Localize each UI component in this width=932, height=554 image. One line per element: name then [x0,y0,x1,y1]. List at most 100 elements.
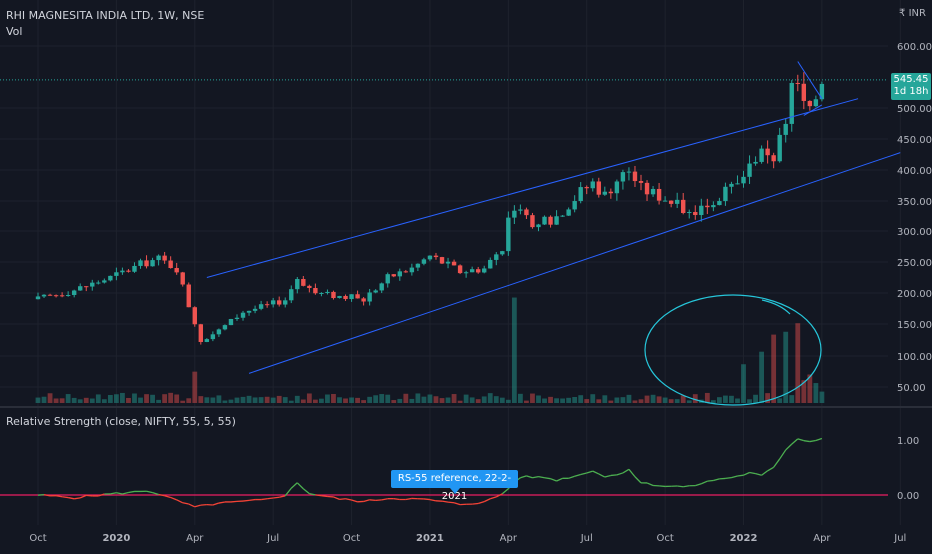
candle-body [108,276,112,281]
volume-bar [60,398,65,403]
candle-body [669,201,673,204]
volume-bar [614,398,619,403]
x-tick-label: 2022 [730,533,758,544]
volume-bar [687,400,692,403]
volume-bar [669,399,674,403]
x-tick-label: Oct [343,533,360,544]
candle-body [36,296,40,299]
volume-bar [186,398,191,403]
rs-y-tick-label: 1.00 [897,436,919,447]
x-tick-label: Apr [186,533,204,544]
candle-body [398,271,402,276]
candle-body [72,291,76,295]
volume-bar [156,400,161,403]
volume-bar [621,397,626,403]
candle-body [566,209,570,215]
candle-body [470,269,474,272]
rs-line-segment [231,501,237,502]
volume-bar [337,397,342,403]
candle-body [247,311,251,313]
volume-bar [512,298,517,403]
volume-bar [132,393,137,403]
candle-body [199,324,203,342]
candle-body [78,286,82,290]
candle-body [765,149,769,156]
x-tick-label: Apr [813,533,831,544]
volume-bar [78,399,83,403]
volume-bar [138,398,143,403]
volume-bar [590,394,595,403]
x-tick-label: Jul [580,533,593,544]
volume-bar [602,395,607,403]
currency-text: INR [909,8,926,19]
candle-body [331,292,335,298]
vol-label: Vol [6,25,22,38]
candle-body [156,256,160,260]
volume-bar [645,396,650,403]
candle-body [458,265,462,273]
rs-indicator-title[interactable]: Relative Strength (close, NIFTY, 55, 5, … [6,415,236,428]
volume-bar [470,397,475,403]
y-tick-label: 150.00 [897,320,932,331]
candle-body [639,181,643,183]
candle-body [627,172,631,173]
candle-body [542,217,546,225]
volume-bar [548,397,553,403]
candle-body [753,162,757,164]
volume-bar [295,396,300,403]
candle-body [747,164,751,177]
candle-body [174,268,178,272]
volume-bar [771,335,776,403]
candle-body [271,300,275,304]
volume-bar [735,399,740,403]
candle-body [482,268,486,272]
volume-bar [458,401,463,403]
candle-body [693,212,697,215]
volume-bar [777,398,782,403]
volume-bar [639,399,644,403]
candle-body [42,295,46,297]
volume-bar [271,398,276,403]
volume-bar [84,398,89,403]
volume-bar [90,399,95,403]
candle-body [603,192,607,195]
volume-bar [596,399,601,403]
volume-bar [367,397,372,403]
candle-body [132,266,136,272]
y-tick-label: 50.00 [897,383,926,394]
candle-body [361,298,365,301]
rs-line-segment [804,441,810,442]
volume-bar [403,394,408,403]
rs-line-segment [659,486,665,487]
candle-body [645,183,649,194]
rs-annotation[interactable]: RS-55 reference, 22-2-2021 [391,470,518,488]
y-tick-label: 350.00 [897,197,932,208]
candle-body [114,272,118,276]
volume-bar [783,332,788,403]
y-tick-label: 450.00 [897,135,932,146]
volume-bar [319,399,324,403]
volume-bar [566,398,571,403]
candle-body [144,260,148,266]
candle-body [66,295,70,296]
x-tick-label: 2021 [416,533,444,544]
candle-body [410,268,414,273]
x-tick-label: Apr [500,533,518,544]
volume-bar [313,400,318,403]
volume-bar [572,397,577,403]
candle-body [796,83,800,84]
candle-body [54,295,58,296]
rs-line-segment [86,495,92,496]
volume-bar [373,395,378,403]
volume-bar [434,396,439,403]
candle-body [464,272,468,273]
volume-bar [283,397,288,403]
y-tick-label: 400.00 [897,166,932,177]
candle-body [494,254,498,260]
volume-bar [325,394,330,403]
volume-bar [349,397,354,403]
candle-body [729,184,733,187]
price-badge: 545.45 1d 18h [891,73,931,100]
